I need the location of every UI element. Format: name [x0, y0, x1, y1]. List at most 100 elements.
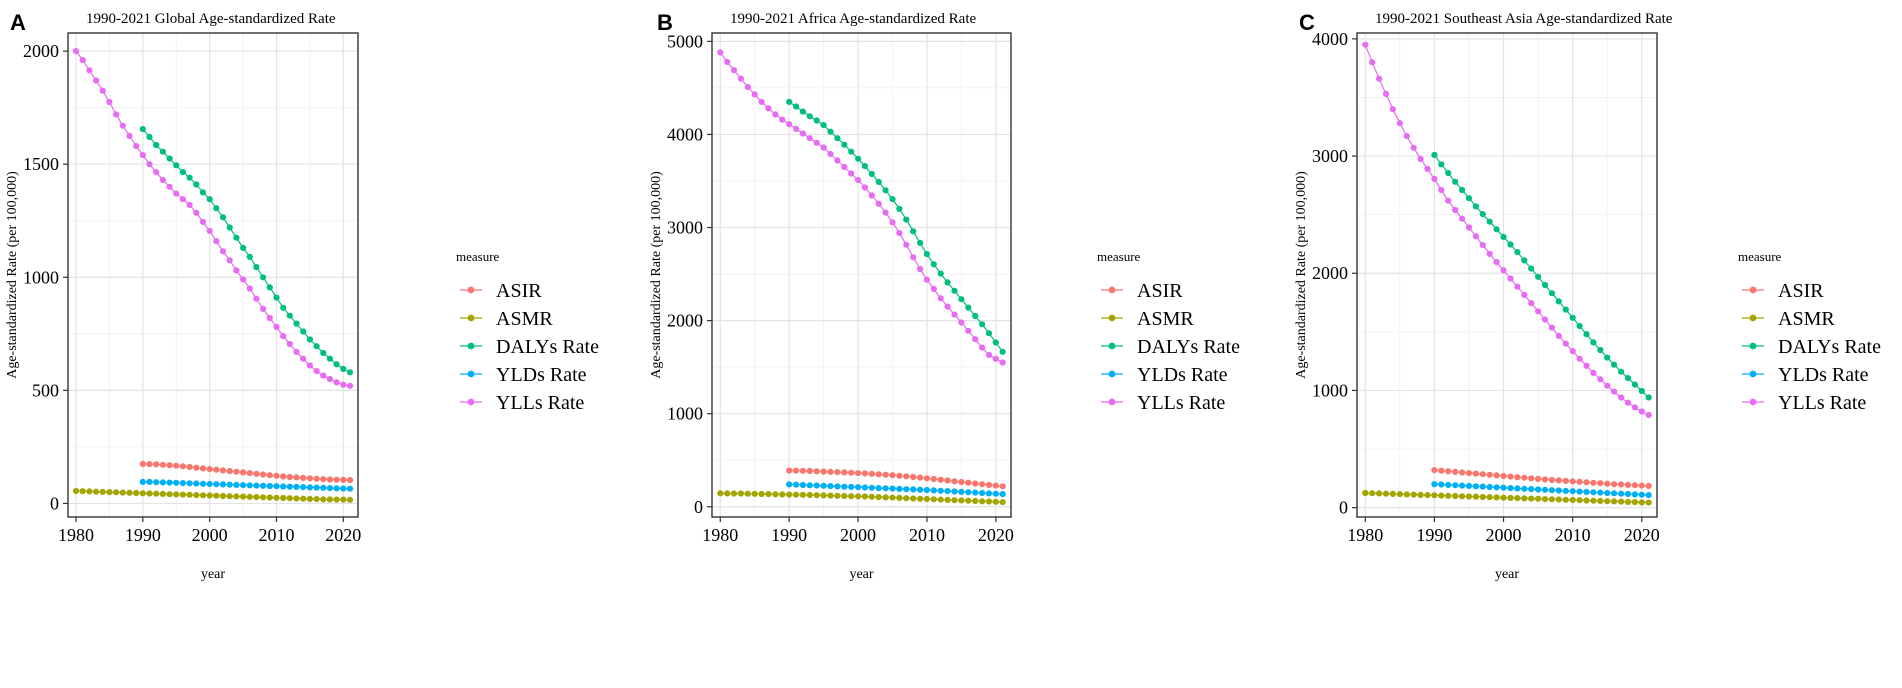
data-point — [266, 482, 273, 490]
data-point — [340, 476, 347, 483]
data-point — [1631, 482, 1638, 489]
data-point — [917, 239, 924, 246]
data-point — [889, 494, 896, 501]
y-tick-label: 4000 — [1312, 29, 1348, 49]
series-dalys-rate — [786, 98, 1006, 355]
data-point — [1618, 394, 1625, 401]
data-point — [1486, 483, 1493, 491]
data-point — [992, 490, 999, 497]
data-point — [1590, 479, 1597, 486]
data-point — [280, 473, 287, 480]
x-tick-label: 1990 — [771, 525, 807, 545]
legend-label: DALYs Rate — [496, 336, 599, 358]
data-point — [917, 474, 924, 481]
data-point — [1583, 331, 1590, 338]
data-point — [313, 484, 320, 491]
data-point — [793, 467, 800, 474]
data-point — [93, 488, 100, 495]
data-point — [793, 103, 800, 110]
data-point — [951, 488, 958, 495]
data-point — [951, 287, 958, 294]
x-tick-label: 1980 — [58, 525, 94, 545]
data-point — [958, 488, 965, 495]
data-point — [1493, 494, 1500, 501]
data-point — [827, 150, 834, 158]
panel-letter: C — [1299, 10, 1315, 35]
legend-item-dalys-rate: DALYs Rate — [460, 336, 599, 358]
data-point — [260, 274, 267, 281]
data-point — [758, 98, 765, 105]
data-point — [1452, 482, 1459, 489]
data-point — [937, 496, 944, 503]
data-point — [1576, 497, 1583, 504]
data-point — [903, 241, 910, 248]
data-point — [119, 122, 126, 129]
data-point — [260, 471, 267, 478]
data-point — [827, 492, 834, 499]
data-point — [1548, 290, 1555, 297]
data-point — [106, 489, 113, 496]
data-point — [806, 482, 813, 489]
data-point — [1459, 469, 1466, 476]
data-point — [1528, 265, 1535, 272]
data-point — [985, 490, 993, 497]
data-point — [772, 491, 779, 498]
data-point — [875, 494, 882, 501]
data-point — [972, 497, 979, 505]
data-point — [320, 484, 327, 491]
data-point — [1369, 490, 1376, 497]
data-point — [333, 379, 340, 386]
data-point — [340, 496, 347, 503]
x-tick-label: 1990 — [125, 525, 161, 545]
data-point — [882, 209, 889, 216]
data-point — [841, 469, 848, 476]
data-point — [1431, 467, 1438, 474]
data-point — [799, 130, 807, 137]
data-point — [1638, 408, 1645, 415]
data-point — [106, 98, 113, 106]
y-axis-label: Age-standardized Rate (per 100,000) — [1294, 171, 1309, 379]
data-point — [260, 305, 267, 312]
data-point — [266, 314, 273, 322]
data-point — [765, 105, 772, 112]
data-point — [896, 494, 903, 501]
data-point — [1362, 489, 1369, 497]
data-point — [1521, 495, 1528, 502]
data-point — [273, 483, 280, 490]
data-point — [346, 477, 354, 484]
legend-title: measure — [1738, 249, 1782, 264]
data-point — [1541, 281, 1549, 289]
series-asmr — [717, 490, 1006, 506]
data-point — [896, 472, 903, 479]
data-point — [1645, 499, 1652, 506]
data-point — [1548, 496, 1555, 503]
data-point — [1472, 493, 1479, 500]
y-tick-label: 0 — [50, 493, 59, 513]
legend-item-asir: ASIR — [460, 280, 542, 302]
data-point — [923, 475, 931, 482]
data-point — [1472, 203, 1479, 210]
series-asir — [1431, 467, 1652, 489]
data-point — [1396, 120, 1403, 127]
data-point — [346, 485, 354, 492]
data-point — [1590, 339, 1597, 346]
data-point — [979, 344, 986, 351]
data-point — [1590, 489, 1597, 496]
data-point — [786, 98, 793, 105]
data-point — [820, 492, 827, 499]
data-point — [834, 469, 841, 476]
data-point — [1445, 492, 1452, 499]
data-point — [1438, 467, 1445, 474]
data-point — [786, 491, 793, 498]
data-point — [1638, 499, 1645, 506]
x-tick-label: 2000 — [192, 525, 228, 545]
data-point — [1645, 482, 1652, 489]
data-point — [1535, 495, 1542, 502]
data-point — [1576, 355, 1583, 362]
data-point — [186, 480, 193, 487]
data-point — [346, 369, 354, 376]
legend-label: DALYs Rate — [1137, 336, 1240, 358]
data-point — [219, 492, 227, 500]
legend-item-dalys-rate: DALYs Rate — [1101, 336, 1240, 358]
data-point — [320, 372, 327, 379]
